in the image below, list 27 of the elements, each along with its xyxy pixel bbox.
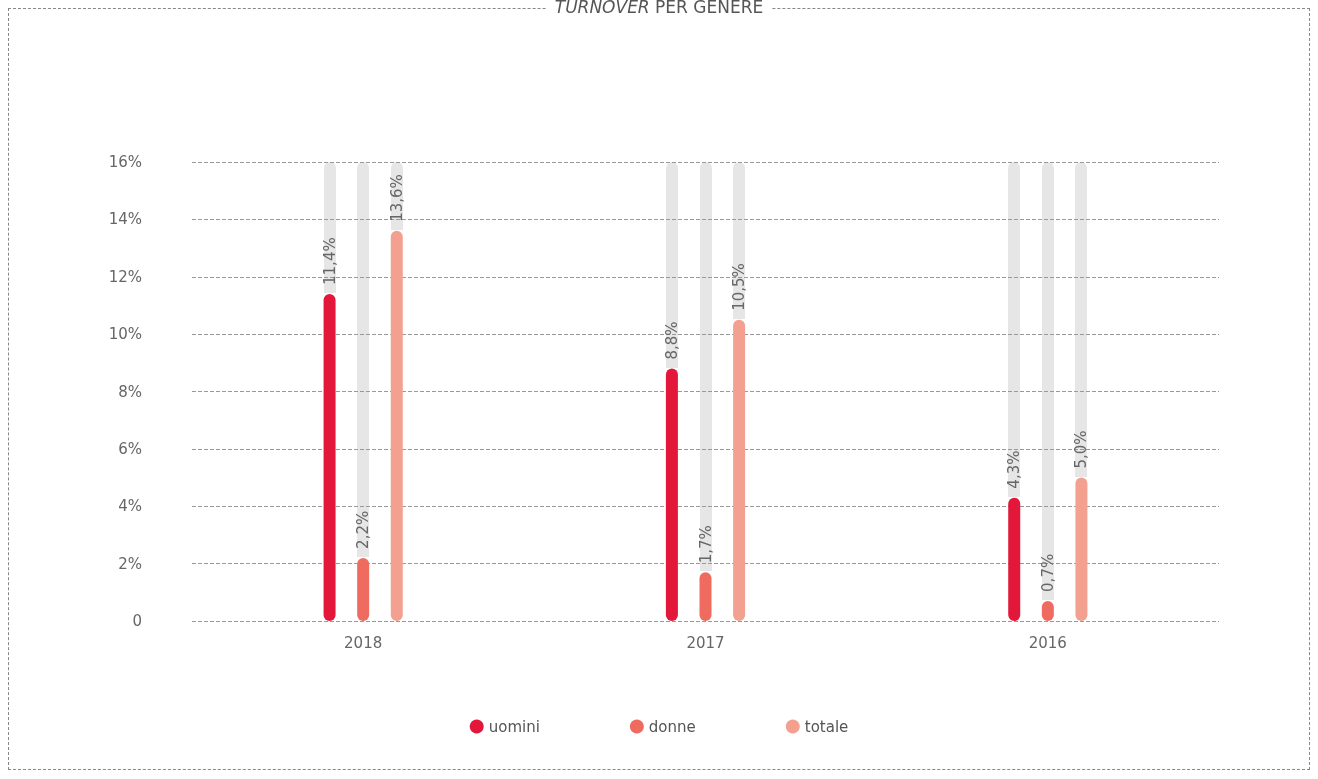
bar bbox=[699, 572, 712, 621]
data-label: 13,6% bbox=[387, 174, 406, 222]
y-tick-label: 8% bbox=[118, 382, 142, 401]
y-tick-label: 4% bbox=[118, 497, 142, 516]
data-label: 5,0% bbox=[1072, 430, 1091, 469]
data-label: 4,3% bbox=[1005, 450, 1024, 489]
data-label: 1,7% bbox=[696, 525, 715, 564]
y-tick-label: 6% bbox=[118, 439, 142, 458]
data-label: 10,5% bbox=[730, 263, 749, 311]
bar bbox=[357, 557, 370, 621]
legend-label: totale bbox=[804, 717, 849, 736]
x-tick-label: 2017 bbox=[686, 633, 725, 652]
data-label: 8,8% bbox=[662, 321, 681, 360]
y-tick-label: 16% bbox=[108, 153, 142, 171]
legend-label: uomini bbox=[488, 717, 540, 736]
y-tick-label: 2% bbox=[118, 554, 142, 573]
legend-label: donne bbox=[648, 717, 696, 736]
x-tick-label: 2018 bbox=[344, 633, 383, 652]
y-tick-label: 0 bbox=[132, 612, 142, 630]
y-tick-label: 14% bbox=[108, 210, 142, 229]
x-tick-label: 2016 bbox=[1028, 633, 1067, 652]
y-tick-label: 12% bbox=[108, 267, 142, 286]
data-label: 11,4% bbox=[320, 237, 339, 285]
chart-title: TURNOVER PER GENERE bbox=[546, 0, 772, 17]
data-label: 2,2% bbox=[354, 510, 373, 549]
data-label: 0,7% bbox=[1038, 553, 1057, 592]
y-tick-label: 10% bbox=[108, 325, 142, 344]
